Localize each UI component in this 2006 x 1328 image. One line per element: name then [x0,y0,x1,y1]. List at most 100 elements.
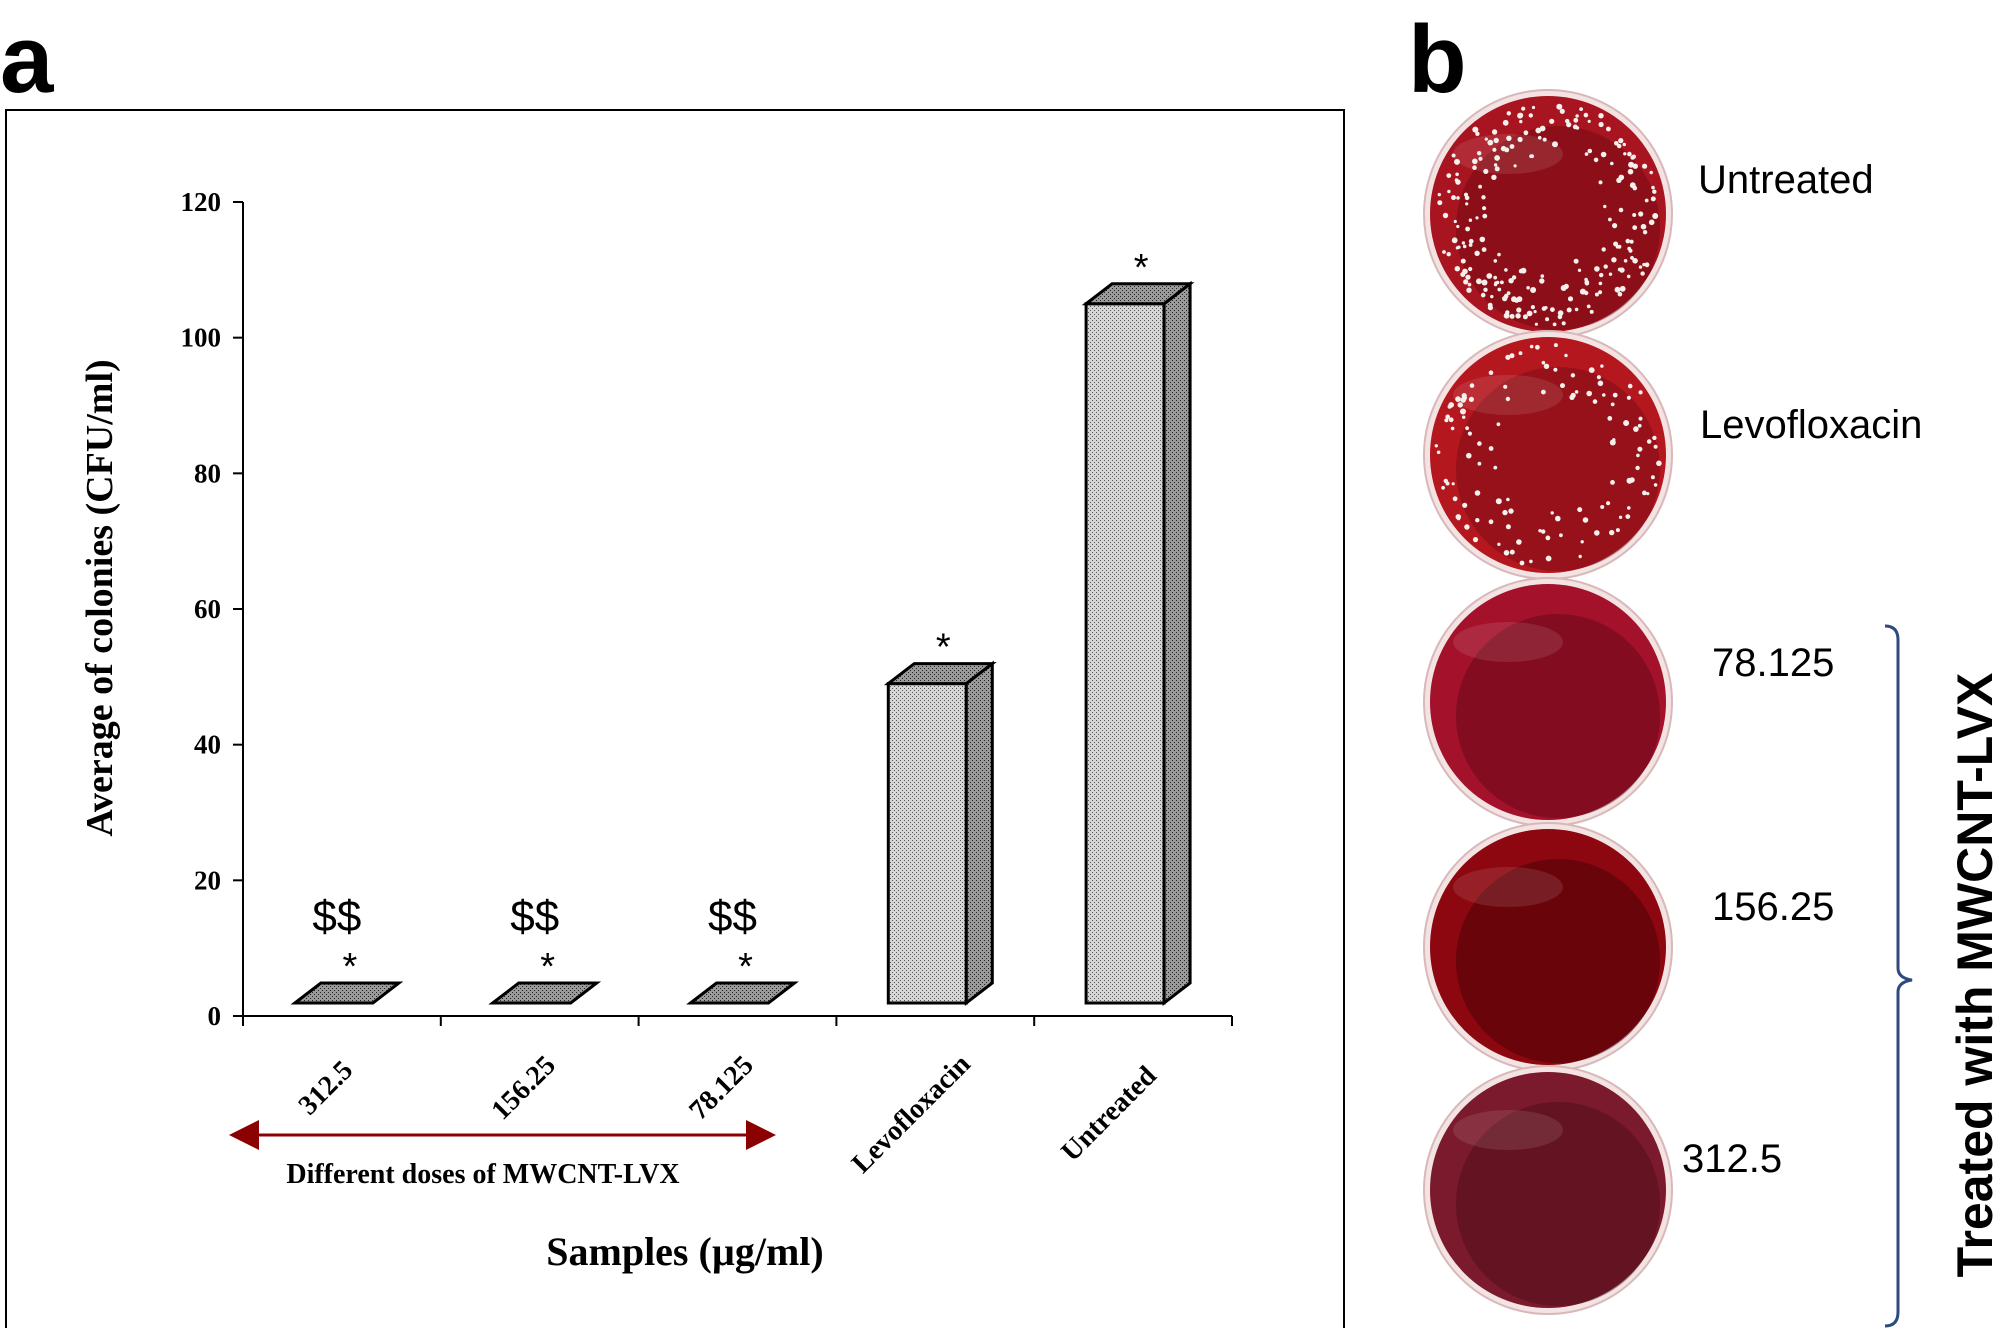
colony [1502,119,1509,126]
colony [1541,529,1546,534]
colony [1560,285,1567,291]
colony [1608,272,1613,276]
colony [1629,239,1634,244]
colony [1652,189,1657,194]
colony [1496,422,1501,427]
colony [1627,383,1633,389]
colony [1627,168,1634,175]
colony [1481,195,1486,200]
colony [1623,152,1627,156]
colony [1503,312,1510,319]
colony [1586,390,1592,397]
significance-mark: $$ [510,892,559,941]
colony [1625,514,1631,519]
colony [1535,127,1542,134]
colony [1566,307,1572,313]
y-tick-label: 120 [181,187,222,217]
colony [1627,151,1632,157]
plate-78-125: 78.125 [1423,577,1834,827]
colony [1594,530,1600,536]
colony [1446,173,1452,179]
colony [1450,426,1455,431]
colony [1487,139,1494,146]
colony [1573,258,1579,264]
y-tick-label: 0 [208,1001,222,1031]
colony [1638,416,1643,421]
colony [1526,286,1530,290]
colony [1472,537,1479,543]
colony [1618,138,1624,144]
colony [1631,154,1637,159]
colony [1628,161,1635,168]
colony [1594,292,1599,297]
colony [1500,280,1504,285]
colony [1502,509,1508,516]
colony [1550,511,1554,515]
colony [1642,490,1647,496]
plate-label: Levofloxacin [1700,403,1922,447]
colony [1644,262,1650,268]
colony [1468,243,1473,247]
colony [1626,274,1631,279]
colony [1480,292,1486,298]
colony [1545,535,1551,541]
colony [1481,279,1488,286]
y-axis-label: Average of colonies (CFU/ml) [79,359,121,836]
colony [1479,236,1486,243]
colony [1615,528,1620,533]
y-tick-label: 40 [194,730,221,760]
colony [1509,549,1515,555]
colony [1599,272,1604,278]
colony [1529,154,1533,158]
colony [1632,225,1638,231]
colony [1545,317,1550,322]
bars [290,280,1195,1007]
colony [1509,353,1515,359]
colony [1549,118,1555,124]
colony [1482,213,1488,219]
colony [1531,105,1536,110]
colony [1467,431,1472,436]
bar-face [886,682,968,1005]
colony [1436,450,1441,455]
colony [1477,441,1482,446]
colony [1462,415,1466,419]
colony [1486,273,1493,279]
y-tick-label: 60 [194,594,221,624]
colony [1466,287,1472,293]
colony [1642,230,1648,235]
colony [1651,185,1655,190]
colony [1451,482,1455,486]
colony [1472,158,1478,165]
colony [1482,206,1487,211]
colony [1552,322,1557,327]
colony [1610,402,1615,407]
colony [1516,539,1522,545]
colony [1567,296,1574,302]
colony [1648,219,1655,226]
colony [1543,363,1550,369]
colony [1472,165,1477,170]
colony [1497,287,1502,292]
colony [1640,223,1647,230]
colony [1545,555,1552,562]
significance-mark: $$ [312,892,361,941]
colony [1475,131,1480,136]
colony [1461,393,1467,399]
colony [1464,195,1470,201]
colony [1500,145,1507,152]
plate-glare [1453,622,1563,662]
bar-top [488,981,602,1005]
colony [1574,307,1579,312]
colony [1511,296,1517,303]
colony [1497,542,1501,546]
colony [1559,108,1565,114]
plate-agar [1430,584,1666,820]
colony [1518,351,1523,356]
plate-312-5: 312.5 [1423,1065,1782,1315]
colony [1478,184,1482,189]
colony [1509,313,1515,319]
colony [1644,198,1649,203]
colony [1587,148,1593,154]
